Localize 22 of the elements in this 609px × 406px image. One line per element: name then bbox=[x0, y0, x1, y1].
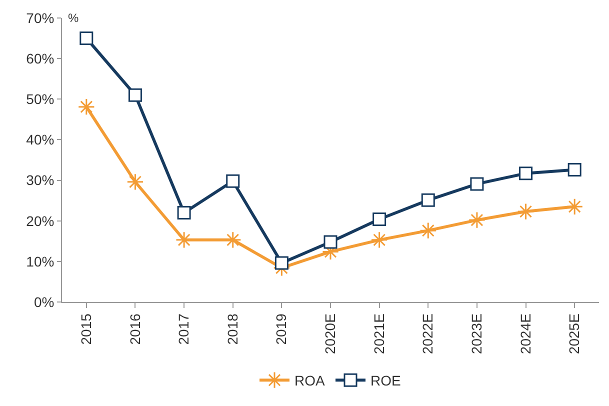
x-tick-label: 2020E bbox=[322, 314, 338, 354]
x-tick-label: 2021E bbox=[370, 314, 387, 354]
y-tick-label: 60% bbox=[26, 50, 54, 66]
legend-label: ROA bbox=[294, 372, 326, 389]
x-tick-label: 2018 bbox=[224, 313, 240, 345]
y-tick-label: 0% bbox=[34, 294, 54, 310]
y-tick-label: 40% bbox=[26, 132, 54, 148]
y-tick-label: 30% bbox=[26, 172, 54, 188]
legend-label: ROE bbox=[370, 372, 401, 389]
y-tick-label: 20% bbox=[26, 212, 54, 229]
x-tick-label: 2025E bbox=[566, 314, 582, 354]
y-tick-label: 70% bbox=[26, 10, 54, 26]
x-tick-label: 2019 bbox=[273, 313, 290, 345]
x-tick-label: 2023E bbox=[468, 314, 484, 354]
y-tick-label: 10% bbox=[26, 253, 54, 270]
x-tick-label: 2022E bbox=[420, 314, 436, 354]
x-tick-label: 2016 bbox=[126, 313, 143, 345]
x-tick-label: 2024E bbox=[517, 314, 534, 354]
x-tick-label: 2015 bbox=[78, 313, 94, 345]
x-tick-label: 2017 bbox=[176, 313, 192, 345]
y-tick-label: 50% bbox=[26, 91, 54, 108]
y-axis-title: % bbox=[68, 11, 79, 25]
